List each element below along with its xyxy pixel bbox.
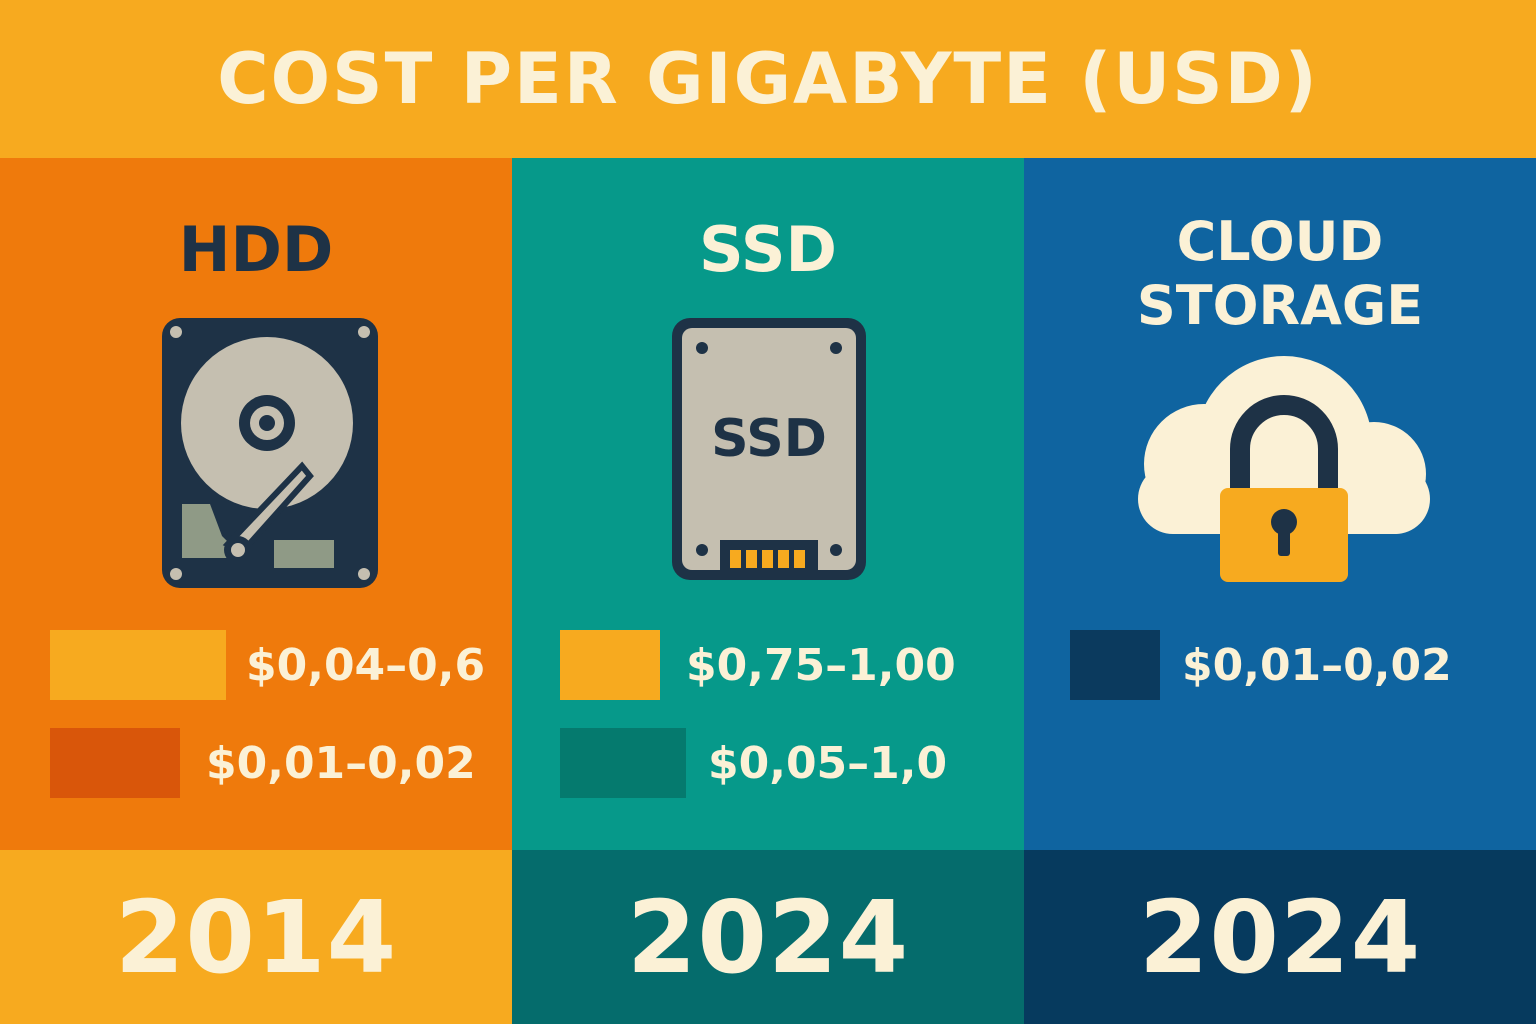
swatch-cloud-1 [1070, 630, 1160, 700]
cloud-panel: CLOUD STORAGE $0,01–0,02 [1024, 158, 1536, 850]
price-hdd-2: $0,01–0,02 [206, 738, 476, 789]
ssd-icon: SSD [672, 318, 866, 580]
cloud-lock-icon [1138, 356, 1430, 582]
page-title: COST PER GIGABYTE (USD) [217, 38, 1319, 120]
year-hdd-band: 2014 [0, 850, 512, 1024]
swatch-ssd-1 [560, 630, 660, 700]
year-ssd: 2024 [626, 878, 910, 996]
header-banner: COST PER GIGABYTE (USD) [0, 0, 1536, 158]
ssd-icon-label: SSD [711, 409, 827, 469]
price-ssd-2: $0,05–1,0 [708, 738, 948, 789]
price-hdd-1: $0,04–0,6 [246, 640, 486, 691]
price-ssd-1: $0,75–1,00 [686, 640, 956, 691]
swatch-hdd-2 [50, 728, 180, 798]
cloud-title-line-1: CLOUD [1176, 210, 1384, 273]
year-cloud: 2024 [1138, 878, 1422, 996]
swatch-hdd-1 [50, 630, 226, 700]
year-hdd: 2014 [114, 878, 398, 996]
ssd-title: SSD [699, 213, 837, 286]
hdd-panel: HDD $0,04–0,6 $0,01–0,02 [0, 158, 512, 850]
cloud-title: CLOUD STORAGE [1024, 210, 1536, 338]
price-cloud-1: $0,01–0,02 [1182, 640, 1452, 691]
hdd-title: HDD [178, 213, 334, 286]
hard-drive-icon [162, 318, 378, 588]
ssd-panel: SSD SSD $0,75–1,00 $0,05–1,0 [512, 158, 1024, 850]
swatch-ssd-2 [560, 728, 686, 798]
year-ssd-band: 2024 [512, 850, 1024, 1024]
cloud-title-line-2: STORAGE [1136, 274, 1424, 337]
year-cloud-band: 2024 [1024, 850, 1536, 1024]
